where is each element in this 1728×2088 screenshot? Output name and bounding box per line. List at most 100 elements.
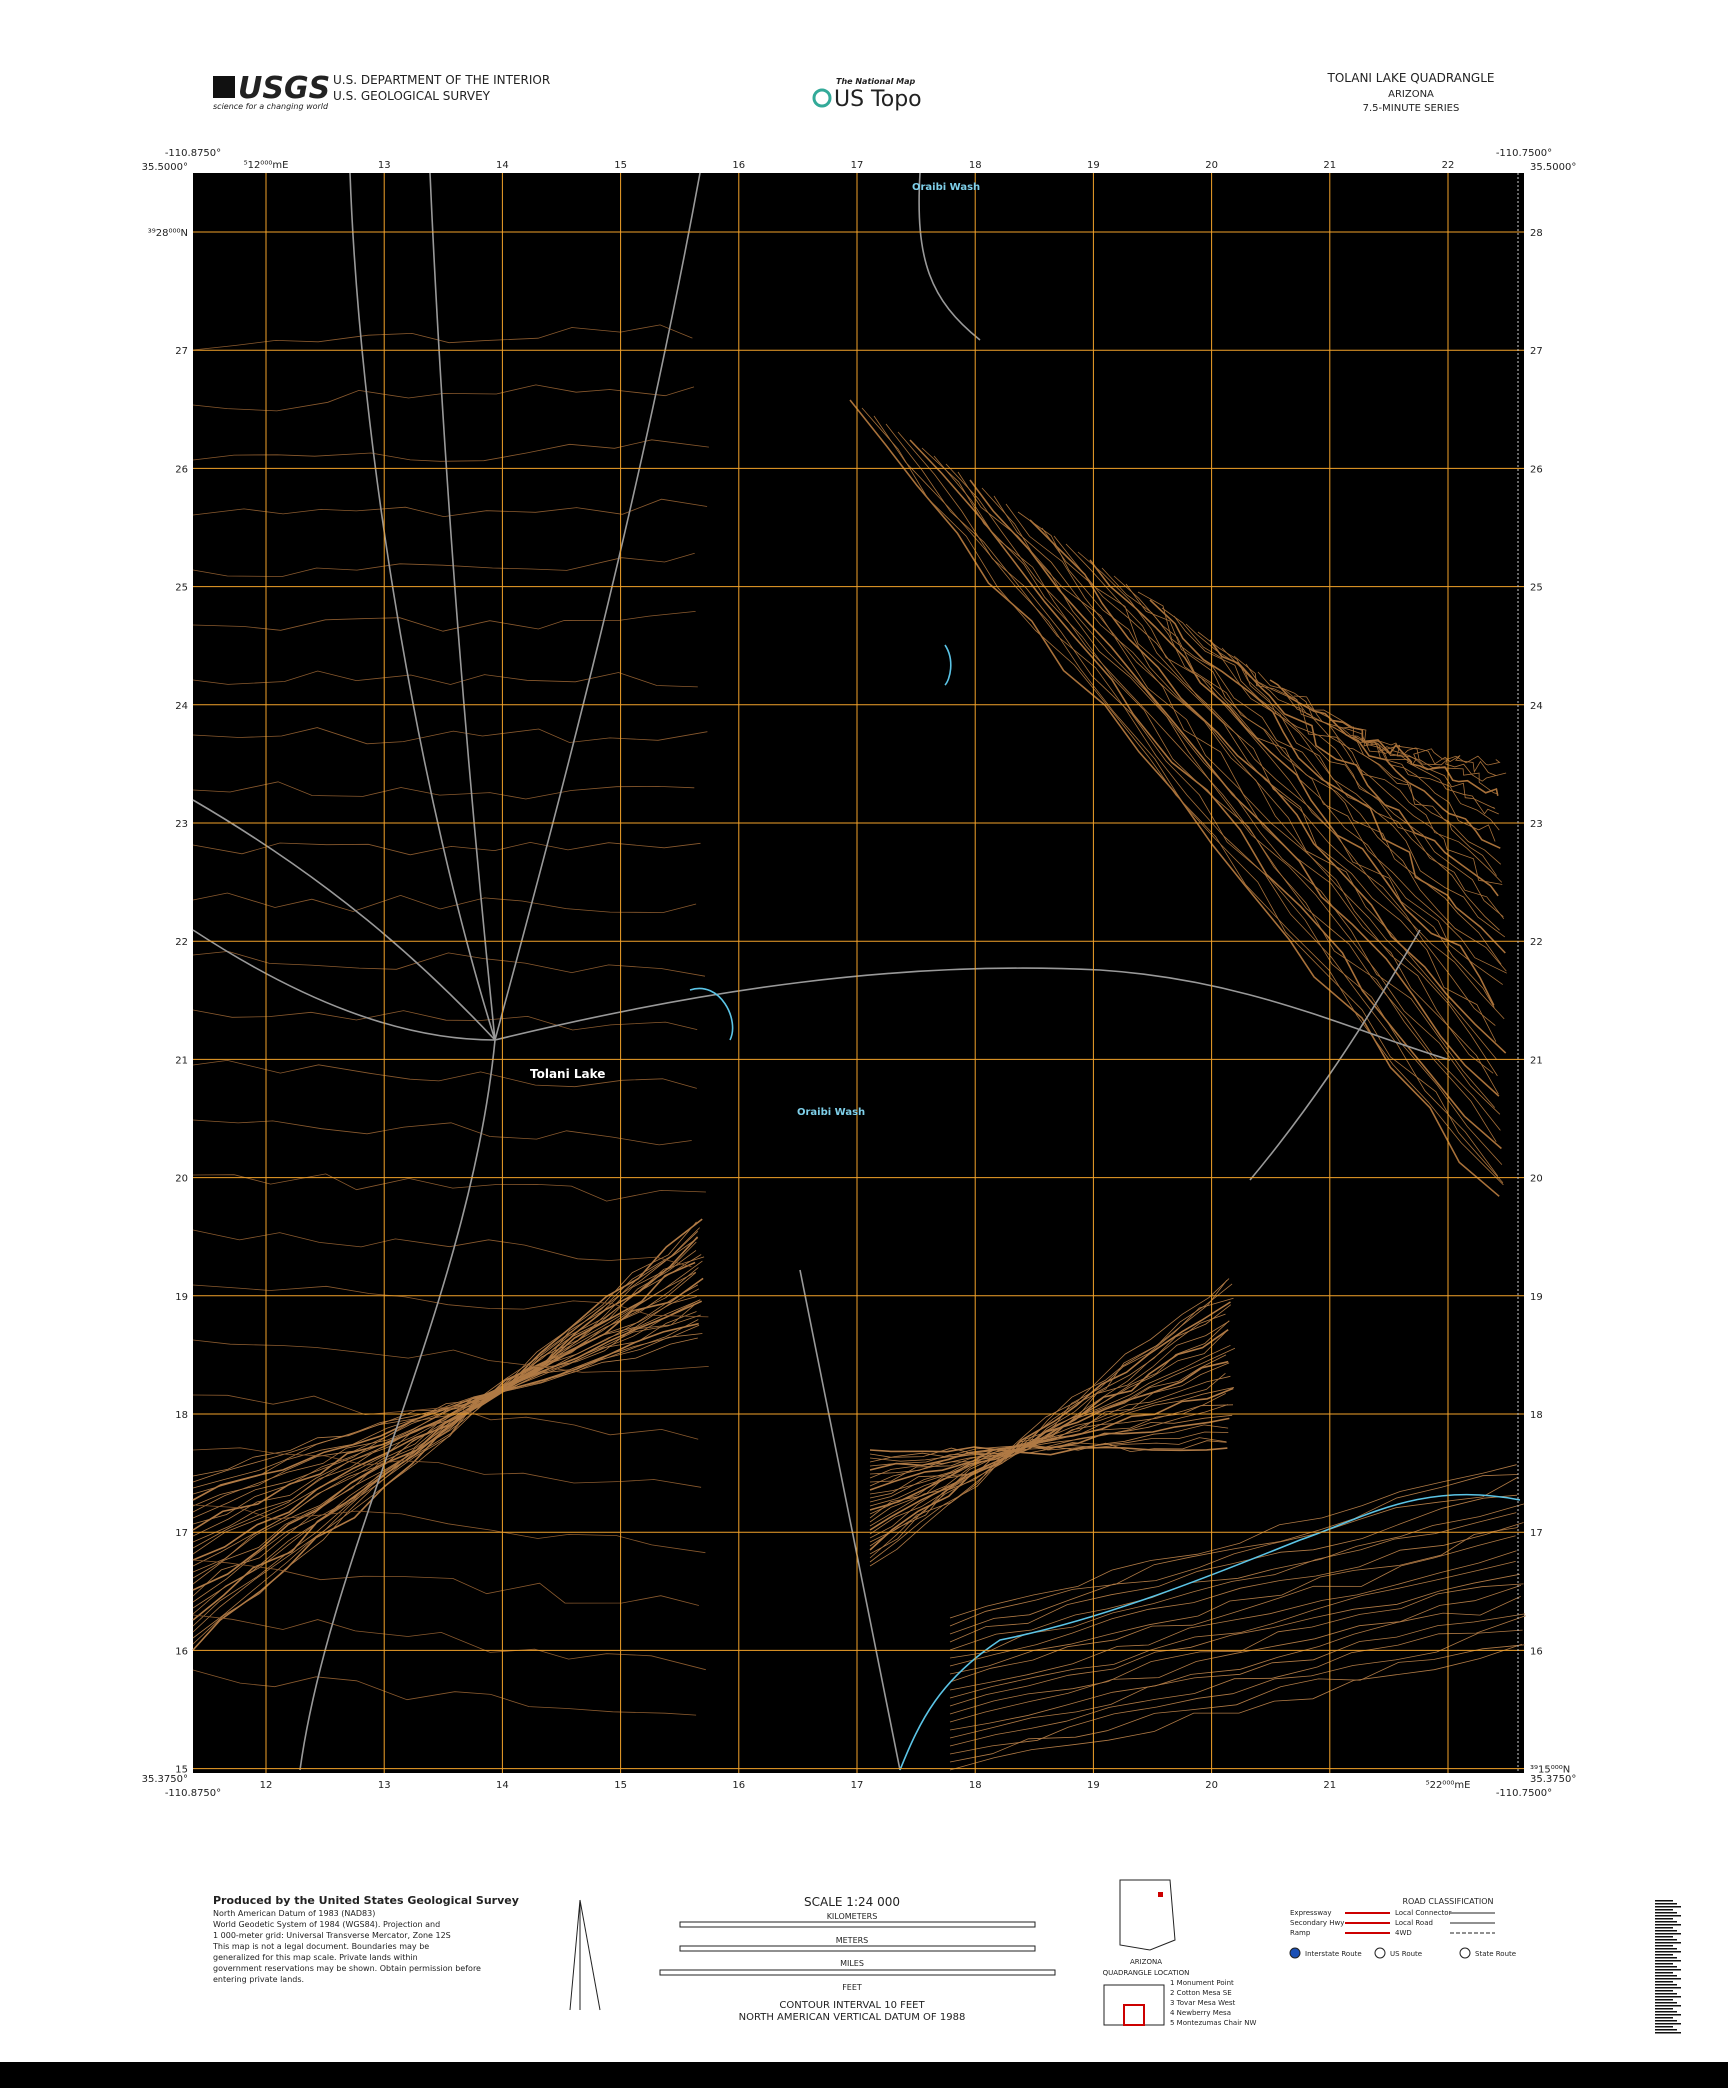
route-type: State Route	[1475, 1950, 1516, 1958]
barcode-bar	[1655, 1960, 1681, 1962]
grid-label: 20	[1530, 1174, 1543, 1185]
logo-mark	[213, 76, 235, 98]
contour	[192, 892, 697, 913]
contour	[192, 1296, 697, 1543]
location-label: ARIZONA	[1130, 1958, 1162, 1966]
corner-lat: 35.5000°	[1530, 162, 1576, 173]
grid-label: 21	[1323, 160, 1336, 171]
barcode-bar	[1655, 1954, 1673, 1956]
grid-label: 19	[1087, 160, 1100, 171]
contour	[869, 1417, 1230, 1471]
road-legend: Expressway Secondary Hwy Ramp Local Connect…	[1289, 1909, 1516, 1959]
grid-label: 20	[175, 1174, 188, 1185]
contour	[869, 1344, 1231, 1523]
barcode-bar	[1655, 2002, 1677, 2004]
contour	[993, 495, 1494, 1074]
grid-label: 21	[1530, 1055, 1543, 1066]
series: 7.5-MINUTE SERIES	[1363, 103, 1460, 114]
contour	[921, 447, 1497, 1143]
corner-lon: -110.8750°	[165, 1788, 221, 1799]
contour	[1221, 647, 1503, 885]
utm-grid: ⁵12⁰⁰⁰mE 13 14 15 16 17 18 19 20 21 22 12 13 14 15 16 17…	[148, 160, 1571, 1791]
contour	[192, 1271, 696, 1579]
contour	[869, 1424, 1229, 1467]
contour	[869, 1431, 1229, 1463]
barcode-bar	[1655, 1996, 1681, 1998]
bottom-band	[0, 2062, 1728, 2088]
note: This map is not a legal document. Bounda…	[212, 1942, 429, 1951]
grid-label: 13	[378, 160, 391, 171]
place-name: Tolani Lake	[530, 1067, 605, 1081]
contour	[1209, 639, 1499, 897]
product-small: The National Map	[836, 77, 916, 86]
grid-label: 21	[1323, 1780, 1336, 1791]
corner-lat: 35.3750°	[1530, 1774, 1576, 1785]
adjoining-quad: 1 Monument Point	[1170, 1979, 1234, 1987]
logo-text: USGS	[238, 71, 330, 106]
barcode-bar	[1655, 1930, 1677, 1932]
barcode-bar	[1655, 2014, 1681, 2016]
grid-label: 19	[1530, 1292, 1543, 1303]
scale-unit: METERS	[836, 1936, 869, 1945]
contour	[1041, 527, 1497, 1042]
contour	[873, 415, 1504, 1184]
barcode-bar	[1655, 1909, 1673, 1911]
contour	[949, 1527, 1519, 1675]
contour	[949, 1615, 1526, 1747]
contour	[1101, 567, 1503, 985]
contour	[192, 1333, 703, 1483]
contour	[192, 1337, 698, 1477]
road-type: Local Road	[1395, 1919, 1433, 1927]
barcode-bar	[1655, 2029, 1677, 2031]
contour	[1197, 631, 1504, 918]
road-title: ROAD CLASSIFICATION	[1402, 1897, 1493, 1906]
contour	[945, 463, 1501, 1115]
grid-label: 13	[378, 1780, 391, 1791]
barcode-bar	[1655, 2011, 1677, 2013]
stream	[944, 644, 952, 686]
grid-label: 19	[1087, 1780, 1100, 1791]
logo-tagline: science for a changing world	[213, 102, 329, 111]
road-type: Expressway	[1290, 1909, 1332, 1917]
grid-label: 17	[851, 160, 864, 171]
contour	[192, 670, 698, 688]
usgs-logo: USGS science for a changing world	[213, 71, 330, 111]
map-area	[193, 173, 1524, 1773]
contour	[869, 1297, 1234, 1555]
contour	[981, 487, 1499, 1095]
note: generalized for this map scale. Private …	[213, 1953, 418, 1962]
contour	[1065, 543, 1505, 1020]
road-type: Local Connector	[1395, 1909, 1452, 1917]
contour	[949, 1474, 1518, 1627]
grid-label: 26	[175, 464, 188, 475]
road	[799, 1269, 901, 1771]
contour	[1353, 735, 1507, 782]
grid-label: 16	[732, 1780, 745, 1791]
contour	[192, 1300, 703, 1531]
scale-bar	[679, 1921, 1036, 1928]
contour	[192, 950, 706, 977]
grid-label: 23	[1530, 819, 1543, 830]
contour	[192, 1669, 697, 1716]
agency-line: U.S. GEOLOGICAL SURVEY	[333, 89, 491, 103]
grid-label: 18	[969, 1780, 982, 1791]
notes: North American Datum of 1983 (NAD83) Worl…	[212, 1909, 481, 1984]
barcode-bar	[1655, 2023, 1681, 2025]
contour	[1017, 511, 1498, 1061]
contour	[869, 1301, 1231, 1551]
contour	[949, 1573, 1520, 1707]
grid-label: 16	[732, 160, 745, 171]
contour	[192, 1221, 697, 1645]
barcode-bar	[1655, 1969, 1681, 1971]
contour	[949, 1494, 1518, 1643]
contour	[861, 407, 1504, 1186]
contour	[949, 1503, 1525, 1651]
contour	[192, 1277, 704, 1561]
road	[918, 172, 981, 341]
note: 1 000-meter grid: Universal Transverse M…	[213, 1931, 451, 1940]
barcode-bar	[1655, 1915, 1681, 1917]
barcode-bar	[1655, 2008, 1673, 2010]
contour	[869, 1280, 1228, 1563]
